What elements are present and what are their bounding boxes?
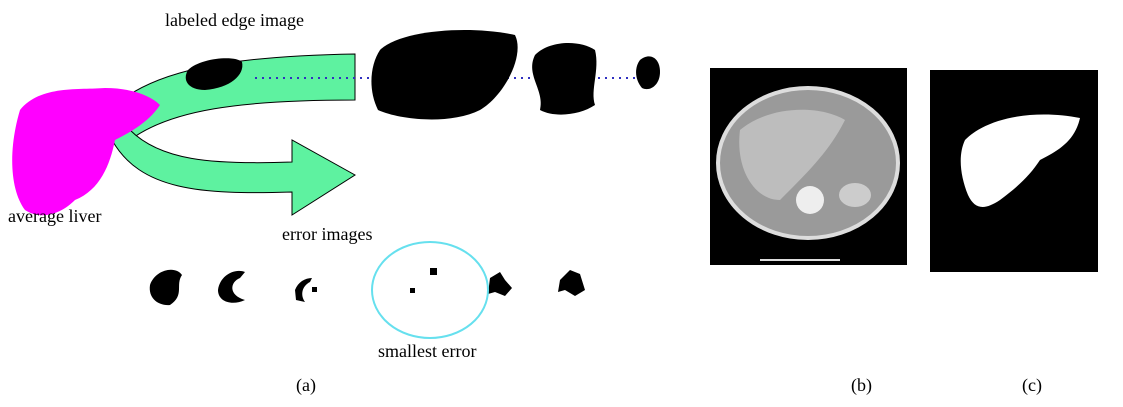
figure: labeled edge image average liver error i… [0, 0, 1123, 402]
page: {"panel_a": {"labels": {"edge": "labeled… [0, 0, 1123, 402]
liver-slice [532, 43, 596, 115]
highlight-circle [372, 242, 488, 338]
label: smallest error [378, 341, 476, 361]
lower-arrow [112, 130, 355, 215]
ct-spine [796, 186, 824, 214]
caption: (a) [296, 375, 316, 396]
error-images [150, 268, 585, 305]
ct-kidney [839, 183, 871, 207]
liver-slice [636, 56, 660, 89]
label: labeled edge image [165, 10, 304, 30]
caption: (b) [851, 375, 872, 396]
liver-slice [371, 30, 517, 119]
label: average liver [8, 206, 101, 226]
caption: (c) [1022, 375, 1042, 396]
label: error images [282, 224, 372, 244]
